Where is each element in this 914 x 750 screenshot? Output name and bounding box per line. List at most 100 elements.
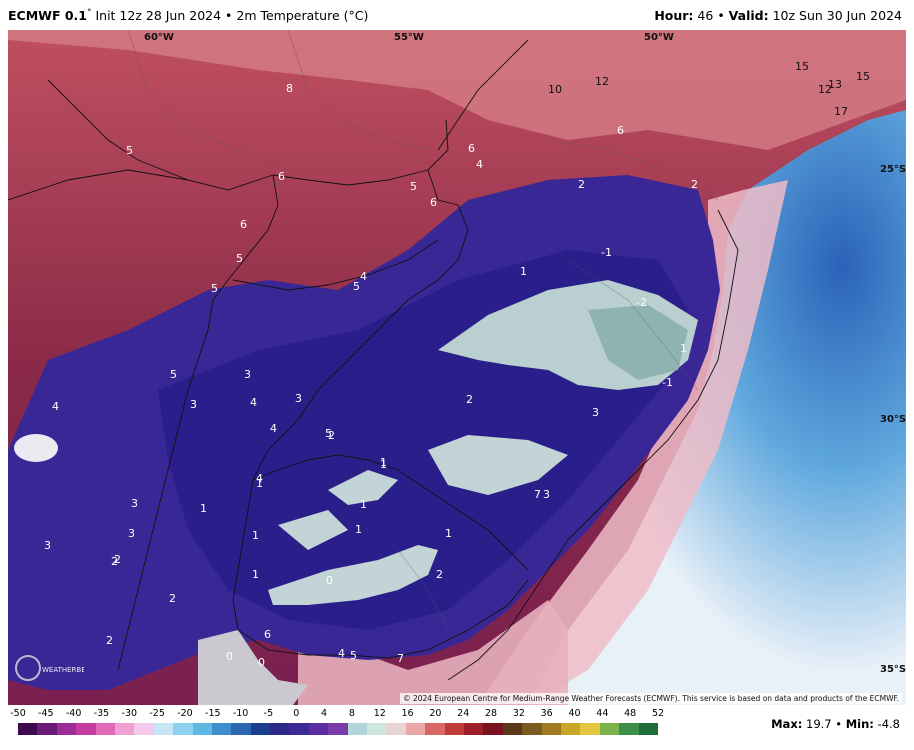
temperature-value-label: 1 <box>256 477 263 490</box>
frost-patch-mid <box>328 470 398 505</box>
lon-label-60w: 60°W <box>144 32 174 43</box>
temperature-value-label: 2 <box>169 592 176 605</box>
north-land <box>8 30 906 150</box>
temperature-value-label: 5 <box>350 649 357 662</box>
south-coast-band <box>298 600 568 705</box>
borders <box>8 39 739 681</box>
legend-tick-label: 0 <box>293 708 300 719</box>
temperature-value-label: 0 <box>226 650 233 663</box>
temperature-value-label: 2 <box>111 555 118 568</box>
init-text: Init 12z 28 Jun 2024 • 2m Temperature (°… <box>95 8 369 24</box>
weatherbell-logo: WEATHERBELL <box>14 654 94 684</box>
valid-time: Hour: 46 • Valid: 10z Sun 30 Jun 2024 <box>654 8 902 23</box>
temperature-value-label: -1 <box>601 246 612 259</box>
temperature-value-label: 2 <box>114 553 121 566</box>
temperature-map: 60°W 55°W 50°W 25°S 30°S 35°S 8 10 12 15 15 1… <box>8 30 906 705</box>
legend-color-swatch <box>76 723 96 735</box>
legend-tick-label: -5 <box>263 708 274 719</box>
color-legend: -50 -45 -40 -35 -30 -25 -20 -15 -10 -5 0 4 8 12 16 20 24… <box>8 708 668 742</box>
temperature-value-label: 1 <box>680 342 687 355</box>
temperature-value-label: 5 <box>126 144 133 157</box>
temperature-value-label: 2 <box>328 429 335 442</box>
legend-color-swatch <box>347 723 368 735</box>
temperature-value-label: 0 <box>326 574 333 587</box>
legend-color-swatch <box>134 723 154 735</box>
legend-tick-label: 16 <box>401 708 414 719</box>
temperature-value-label: 5 <box>170 368 177 381</box>
temperature-value-label: 12 <box>595 75 609 88</box>
temperature-value-label: 6 <box>430 196 437 209</box>
temperature-value-label: 6 <box>617 124 624 137</box>
temperature-value-label: 6 <box>240 218 247 231</box>
lat-label-30s: 30°S <box>880 414 906 425</box>
temperature-value-label: 1 <box>360 498 367 511</box>
temperature-value-label: 4 <box>250 396 257 409</box>
temperature-value-label: 0 <box>258 656 265 669</box>
frost-patch-central <box>428 435 568 495</box>
temperature-value-label: 3 <box>128 527 135 540</box>
legend-color-swatch <box>270 723 290 735</box>
legend-color-swatch <box>560 723 581 735</box>
temperature-value-label: 4 <box>476 158 483 171</box>
legend-tick-label: 28 <box>484 708 498 719</box>
temperature-value-label: 1 <box>252 568 259 581</box>
state-lines <box>127 30 719 631</box>
ocean-area <box>478 30 906 705</box>
legend-color-swatch <box>56 723 77 735</box>
map-canvas: 60°W 55°W 50°W 25°S 30°S 35°S 8 101215151… <box>8 30 906 705</box>
valid-label: Valid: <box>728 8 769 23</box>
hour-label: Hour: <box>654 8 694 23</box>
legend-color-swatch <box>463 723 484 735</box>
legend-tick-label: 40 <box>568 708 581 719</box>
temperature-value-label: 2 <box>106 634 113 647</box>
legend-tick-label: -50 <box>10 708 26 719</box>
legend-tick-label: 36 <box>540 708 553 719</box>
legend-color-swatch <box>619 723 639 735</box>
lat-label-35s: 35°S <box>880 664 906 675</box>
temperature-value-label: 4 <box>338 647 345 660</box>
map-title: ECMWF 0.1° Init 12z 28 Jun 2024 • 2m Tem… <box>8 8 368 23</box>
legend-tick-label: -10 <box>232 708 249 719</box>
degree-mark: ° <box>86 8 92 18</box>
frost-core-north <box>588 305 688 380</box>
temperature-value-label: 4 <box>256 472 263 485</box>
legend-color-swatch <box>405 723 426 735</box>
header-bar: ECMWF 0.1° Init 12z 28 Jun 2024 • 2m Tem… <box>0 0 914 30</box>
legend-tick-label: 32 <box>512 708 525 719</box>
temperature-value-label: 5 <box>211 282 218 295</box>
max-label: Max: <box>771 717 803 731</box>
temperature-value-label: 1 <box>252 529 259 542</box>
legend-tick-label: 48 <box>624 708 637 719</box>
temperature-value-label: 6 <box>264 628 271 641</box>
min-label: Min: <box>845 717 874 731</box>
legend-tick-label: 4 <box>321 708 328 719</box>
legend-tick-label: -25 <box>149 708 165 719</box>
legend-tick-label: -45 <box>38 708 54 719</box>
temperature-value-label: 3 <box>592 406 599 419</box>
logo-graphic: WEATHERBELL <box>15 655 94 681</box>
temperature-value-label: -1 <box>662 376 673 389</box>
legend-color-swatch <box>444 723 464 735</box>
temperature-value-label: 8 <box>286 82 293 95</box>
min-value: -4.8 <box>877 717 900 731</box>
legend-tick-label: -20 <box>177 708 193 719</box>
legend-color-swatch <box>114 723 135 735</box>
frost-patch-west <box>278 510 348 550</box>
bullet-sep: • <box>717 8 725 23</box>
temperature-value-label: 5 <box>353 280 360 293</box>
legend-color-swatch <box>211 723 232 735</box>
temperature-value-label: 2 <box>578 178 585 191</box>
temperature-value-label: 5 <box>236 252 243 265</box>
legend-color-swatch <box>502 723 523 735</box>
temperature-value-label: 4 <box>360 270 367 283</box>
stats-bullet: • <box>835 717 843 731</box>
temperature-value-label: 4 <box>52 400 59 413</box>
temperature-value-label: 2 <box>466 393 473 406</box>
temperature-value-label: 1 <box>520 265 527 278</box>
legend-tick-label: -15 <box>205 708 221 719</box>
temperature-value-label: 15 <box>795 60 809 73</box>
temperature-value-label: 3 <box>295 392 302 405</box>
legend-color-swatch <box>522 723 542 735</box>
temperature-value-label: 1 <box>355 523 362 536</box>
legend-tick-label: -40 <box>65 708 82 719</box>
